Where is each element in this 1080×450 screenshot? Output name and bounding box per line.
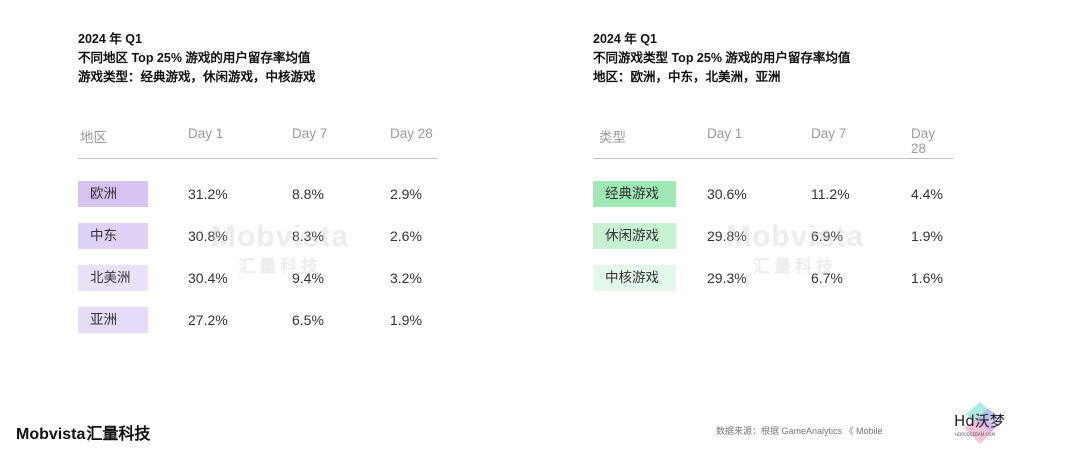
col-region: 地区 — [80, 130, 107, 145]
table-row: 中东 30.8% 8.3% 2.6% — [78, 223, 438, 265]
right-filter: 地区：欧洲，中东，北美洲，亚洲 — [593, 70, 781, 84]
left-title: 不同地区 Top 25% 游戏的用户留存率均值 — [78, 51, 311, 65]
day1-value: 30.6% — [707, 186, 747, 202]
right-panel: 2024 年 Q1 不同游戏类型 Top 25% 游戏的用户留存率均值 地区：欧… — [593, 30, 1013, 350]
row-label: 欧洲 — [78, 181, 148, 207]
col-day1: Day 1 — [707, 126, 743, 141]
day1-value: 30.4% — [188, 270, 228, 286]
day7-value: 8.8% — [292, 186, 324, 202]
day7-value: 8.3% — [292, 228, 324, 244]
row-label: 中核游戏 — [593, 265, 676, 291]
right-title: 不同游戏类型 Top 25% 游戏的用户留存率均值 — [593, 51, 851, 65]
col-day7: Day 7 — [292, 126, 328, 141]
col-type: 类型 — [599, 130, 626, 145]
day7-value: 6.7% — [811, 270, 843, 286]
left-panel: 2024 年 Q1 不同地区 Top 25% 游戏的用户留存率均值 游戏类型：经… — [78, 30, 498, 350]
day1-value: 27.2% — [188, 312, 228, 328]
row-label: 中东 — [78, 223, 148, 249]
day1-value: 29.8% — [707, 228, 747, 244]
col-day7: Day 7 — [811, 126, 847, 141]
right-table-header: 类型 Day 1 Day 7 Day 28 — [593, 126, 953, 159]
right-period: 2024 年 Q1 — [593, 32, 657, 46]
left-filter: 游戏类型：经典游戏，休闲游戏，中核游戏 — [78, 70, 316, 84]
day28-value: 1.6% — [911, 270, 943, 286]
brand-logo-latin: Mobvista — [16, 426, 86, 443]
table-row: 亚洲 27.2% 6.5% 1.9% — [78, 307, 438, 349]
day7-value: 6.9% — [811, 228, 843, 244]
day1-value: 30.8% — [188, 228, 228, 244]
hd-logo-text: Hd沃梦 — [954, 412, 1005, 430]
hd-logo-subtext: HDPODCEDAM.COM — [955, 432, 995, 437]
row-label: 休闲游戏 — [593, 223, 676, 249]
day28-value: 2.9% — [390, 186, 422, 202]
day1-value: 31.2% — [188, 186, 228, 202]
right-header: 2024 年 Q1 不同游戏类型 Top 25% 游戏的用户留存率均值 地区：欧… — [593, 30, 1013, 87]
day7-value: 9.4% — [292, 270, 324, 286]
hd-logo-icon: Hd沃梦 HDPODCEDAM.COM — [954, 402, 1005, 444]
left-table: 地区 Day 1 Day 7 Day 28 欧洲 31.2% 8.8% 2.9%… — [78, 126, 438, 349]
table-row: 休闲游戏 29.8% 6.9% 1.9% — [593, 223, 953, 265]
col-day28: Day 28 — [390, 126, 433, 141]
table-row: 经典游戏 30.6% 11.2% 4.4% — [593, 181, 953, 223]
left-header: 2024 年 Q1 不同地区 Top 25% 游戏的用户留存率均值 游戏类型：经… — [78, 30, 498, 87]
col-day1: Day 1 — [188, 126, 224, 141]
row-label: 亚洲 — [78, 307, 148, 333]
day1-value: 29.3% — [707, 270, 747, 286]
brand-logo: Mobvista汇量科技 — [16, 420, 150, 444]
table-row: 欧洲 31.2% 8.8% 2.9% — [78, 181, 438, 223]
left-period: 2024 年 Q1 — [78, 32, 142, 46]
right-table: 类型 Day 1 Day 7 Day 28 经典游戏 30.6% 11.2% 4… — [593, 126, 953, 307]
row-label: 经典游戏 — [593, 181, 676, 207]
day7-value: 6.5% — [292, 312, 324, 328]
day28-value: 1.9% — [390, 312, 422, 328]
data-source-note: 数据来源：根据 GameAnalytics 《 Mobile — [716, 426, 883, 436]
day7-value: 11.2% — [811, 186, 850, 202]
table-row: 中核游戏 29.3% 6.7% 1.6% — [593, 265, 953, 307]
left-table-header: 地区 Day 1 Day 7 Day 28 — [78, 126, 438, 159]
day28-value: 4.4% — [911, 186, 943, 202]
brand-logo-cn: 汇量科技 — [86, 426, 151, 443]
table-row: 北美洲 30.4% 9.4% 3.2% — [78, 265, 438, 307]
day28-value: 1.9% — [911, 228, 943, 244]
day28-value: 2.6% — [390, 228, 422, 244]
col-day28: Day 28 — [911, 126, 936, 156]
day28-value: 3.2% — [390, 270, 422, 286]
row-label: 北美洲 — [78, 265, 148, 291]
